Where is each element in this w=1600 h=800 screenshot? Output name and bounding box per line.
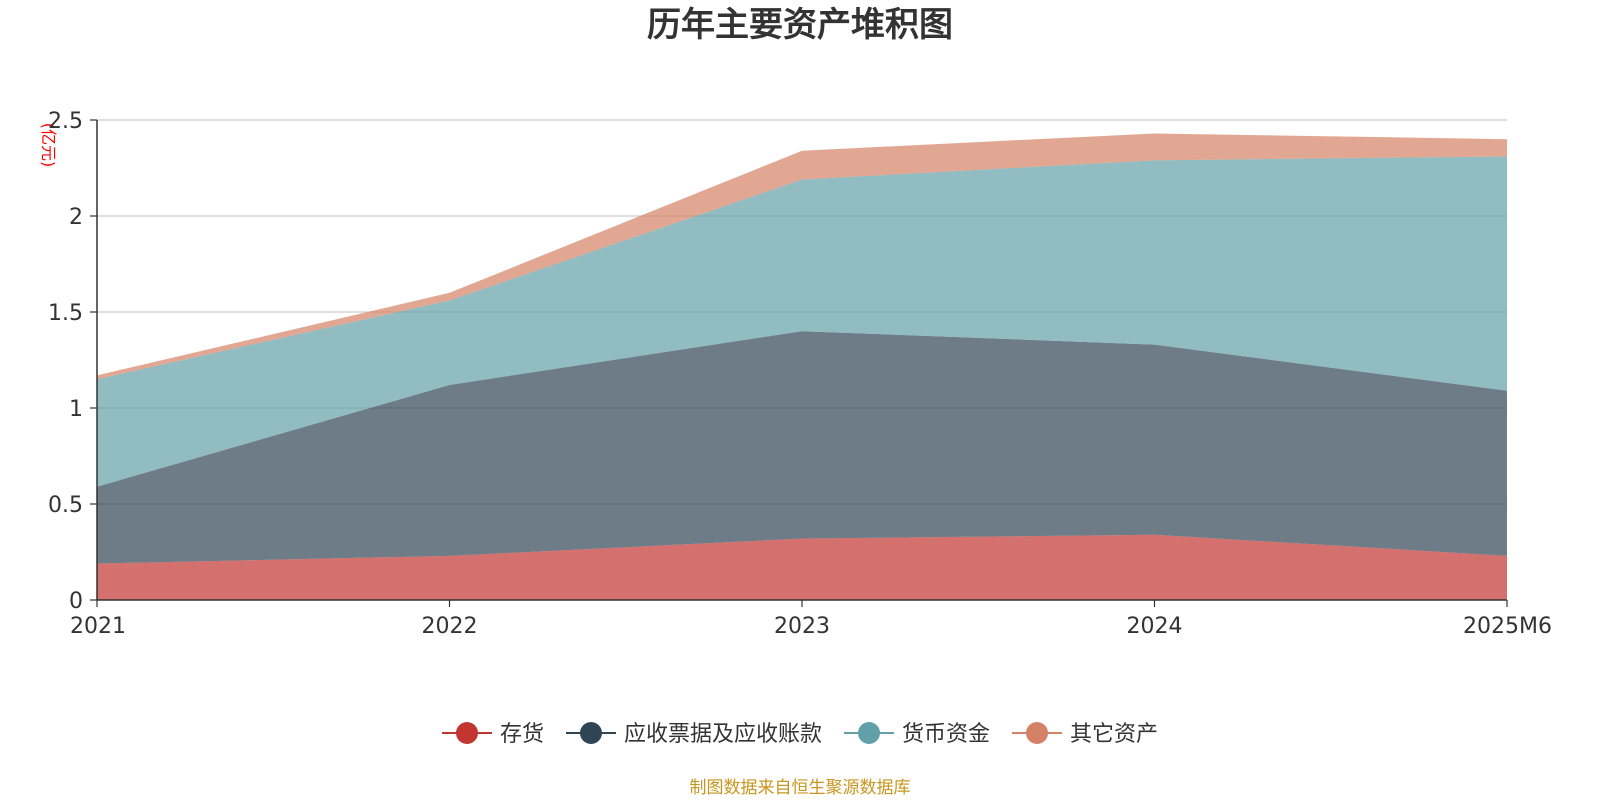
legend-label: 货币资金 bbox=[902, 722, 990, 747]
legend-item-2: 货币资金 bbox=[844, 722, 990, 747]
axes: 0 0.5 1 1.5 2 2.5 2021 2022 2023 2024 2025M6 bbox=[48, 109, 1552, 639]
legend-item-3: 其它资产 bbox=[1012, 722, 1158, 747]
legend-item-0: 存货 bbox=[442, 722, 544, 747]
data-source-note: 制图数据来自恒生聚源数据库 bbox=[690, 778, 911, 798]
legend-marker-icon bbox=[858, 722, 880, 744]
y-tick-label: 1.5 bbox=[48, 301, 83, 326]
y-tick-label: 2 bbox=[69, 205, 83, 230]
legend-item-1: 应收票据及应收账款 bbox=[566, 722, 822, 747]
legend-label: 应收票据及应收账款 bbox=[624, 722, 822, 747]
legend-label: 其它资产 bbox=[1070, 722, 1158, 747]
area-series bbox=[97, 133, 1507, 600]
x-tick-label: 2024 bbox=[1127, 614, 1183, 639]
y-axis-unit-label: (亿元) bbox=[39, 123, 58, 168]
area-series-1 bbox=[97, 331, 1507, 564]
y-tick-label: 0.5 bbox=[48, 493, 83, 518]
chart-title: 历年主要资产堆积图 bbox=[647, 5, 953, 45]
y-tick-label: 1 bbox=[69, 397, 83, 422]
legend-label: 存货 bbox=[500, 722, 544, 747]
x-tick-label: 2022 bbox=[422, 614, 478, 639]
y-tick-label: 0 bbox=[69, 589, 83, 614]
x-tick-label: 2025M6 bbox=[1463, 614, 1552, 639]
x-tick-label: 2021 bbox=[70, 614, 126, 639]
area-series-2 bbox=[97, 156, 1507, 487]
legend-marker-icon bbox=[456, 722, 478, 744]
x-tick-label: 2023 bbox=[774, 614, 830, 639]
legend-marker-icon bbox=[1026, 722, 1048, 744]
area-series-0 bbox=[97, 534, 1507, 600]
legend: 存货 应收票据及应收账款 货币资金 其它资产 bbox=[442, 722, 1158, 747]
legend-marker-icon bbox=[580, 722, 602, 744]
y-tick-label: 2.5 bbox=[48, 109, 83, 134]
